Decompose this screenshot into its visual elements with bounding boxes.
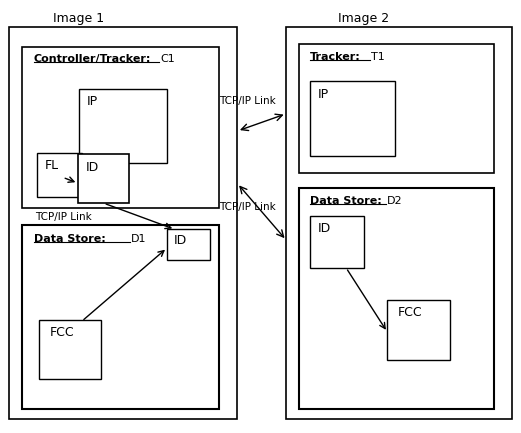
FancyBboxPatch shape xyxy=(309,216,364,268)
Text: ID: ID xyxy=(317,222,331,235)
Text: C1: C1 xyxy=(160,54,175,64)
Text: FCC: FCC xyxy=(49,326,74,339)
Text: D1: D1 xyxy=(131,234,146,244)
Text: FL: FL xyxy=(44,159,58,172)
Text: IP: IP xyxy=(87,95,98,108)
FancyBboxPatch shape xyxy=(9,27,237,419)
FancyBboxPatch shape xyxy=(22,47,219,208)
Text: TCP/IP Link: TCP/IP Link xyxy=(35,212,92,222)
FancyBboxPatch shape xyxy=(22,226,219,409)
Text: FCC: FCC xyxy=(398,307,423,320)
FancyBboxPatch shape xyxy=(287,27,512,419)
Text: ID: ID xyxy=(173,234,187,247)
Text: TCP/IP Link: TCP/IP Link xyxy=(219,202,276,212)
Text: Tracker:: Tracker: xyxy=(309,52,361,61)
Text: Data Store:: Data Store: xyxy=(309,196,381,206)
FancyBboxPatch shape xyxy=(300,44,494,173)
FancyBboxPatch shape xyxy=(39,320,101,379)
Text: TCP/IP Link: TCP/IP Link xyxy=(219,96,276,106)
FancyBboxPatch shape xyxy=(78,155,129,203)
Text: T1: T1 xyxy=(371,52,385,61)
FancyBboxPatch shape xyxy=(36,153,82,197)
Text: IP: IP xyxy=(317,88,329,101)
Text: D2: D2 xyxy=(387,196,403,206)
Text: Controller/Tracker:: Controller/Tracker: xyxy=(33,54,151,64)
FancyBboxPatch shape xyxy=(309,81,395,156)
FancyBboxPatch shape xyxy=(79,89,167,163)
Text: Image 2: Image 2 xyxy=(338,12,389,25)
FancyBboxPatch shape xyxy=(167,229,210,260)
Text: ID: ID xyxy=(85,161,98,174)
Text: Data Store:: Data Store: xyxy=(33,234,105,244)
FancyBboxPatch shape xyxy=(300,188,494,409)
FancyBboxPatch shape xyxy=(388,300,450,359)
Text: Image 1: Image 1 xyxy=(53,12,104,25)
